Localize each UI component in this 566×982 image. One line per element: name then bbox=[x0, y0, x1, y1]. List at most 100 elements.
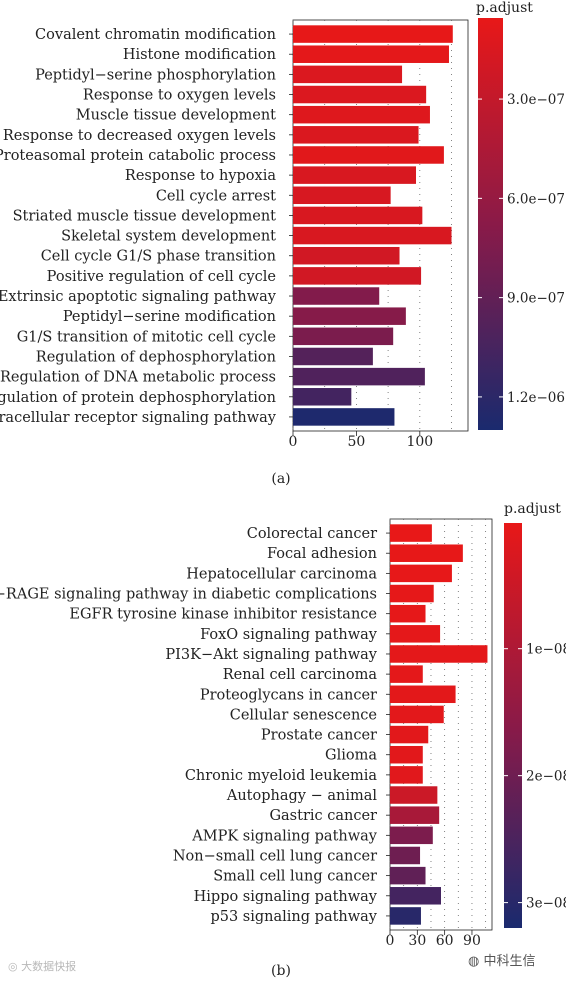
category-label: Regulation of protein dephosphorylation bbox=[0, 390, 276, 406]
x-tick-label: 0 bbox=[386, 933, 395, 949]
bar bbox=[390, 786, 438, 804]
bar bbox=[293, 367, 425, 386]
category-label: p53 signaling pathway bbox=[210, 909, 377, 925]
bar bbox=[293, 65, 403, 84]
bar bbox=[293, 347, 373, 366]
category-label: PI3K−Akt signaling pathway bbox=[165, 647, 377, 663]
category-label: AMPK signaling pathway bbox=[191, 828, 378, 844]
colorbar-tick-label: 2e−08 bbox=[526, 769, 566, 785]
category-label: Intracellular receptor signaling pathway bbox=[0, 410, 277, 426]
category-label: Glioma bbox=[325, 748, 377, 764]
category-label: Focal adhesion bbox=[267, 546, 377, 562]
colorbar-title: p.adjust bbox=[476, 0, 533, 16]
bar bbox=[390, 725, 429, 744]
x-tick-label: 30 bbox=[408, 933, 426, 949]
bar bbox=[293, 307, 406, 325]
category-label: Small cell lung cancer bbox=[213, 869, 377, 885]
watermark-right-text: 中科生信 bbox=[483, 954, 536, 969]
colorbar-tick-label: 9.0e−07 bbox=[507, 291, 565, 307]
bar bbox=[293, 226, 452, 245]
category-label: Renal cell carcinoma bbox=[223, 667, 378, 683]
category-label: Gastric cancer bbox=[269, 808, 377, 824]
bar bbox=[390, 604, 426, 623]
category-label: Response to hypoxia bbox=[125, 168, 276, 184]
category-label: Response to oxygen levels bbox=[83, 88, 276, 104]
watermark-left: ◎ 大数据快报 bbox=[8, 958, 76, 974]
bar bbox=[390, 907, 421, 925]
bar bbox=[390, 806, 440, 824]
x-tick-label: 0 bbox=[289, 434, 298, 450]
bar bbox=[390, 745, 423, 764]
panel-a: Covalent chromatin modification Histone m… bbox=[0, 0, 565, 450]
bar bbox=[293, 246, 400, 265]
category-label: Muscle tissue development bbox=[76, 108, 276, 124]
bar bbox=[293, 45, 449, 63]
category-label: FoxO signaling pathway bbox=[200, 627, 378, 643]
category-label: Response to decreased oxygen levels bbox=[3, 128, 276, 144]
bar bbox=[293, 408, 395, 426]
category-label: Covalent chromatin modification bbox=[35, 27, 276, 43]
bar bbox=[390, 645, 488, 663]
category-label: EGFR tyrosine kinase inhibitor resistanc… bbox=[69, 607, 377, 623]
watermark-right: ◍ 中科生信 bbox=[468, 950, 536, 969]
colorbar-tick-label: 3e−08 bbox=[526, 896, 566, 912]
bar bbox=[390, 685, 456, 704]
bar bbox=[293, 287, 380, 305]
bar bbox=[293, 105, 430, 124]
category-label: G1/S transition of mitotic cell cycle bbox=[17, 329, 276, 345]
x-tick-label: 50 bbox=[347, 434, 365, 450]
panel-label-a: (a) bbox=[271, 471, 290, 487]
bar bbox=[390, 625, 441, 643]
category-label: Extrinsic apoptotic signaling pathway bbox=[0, 289, 277, 305]
bar bbox=[293, 25, 453, 43]
panel-b: Colorectal cancer Focal adhesion Hepatocel… bbox=[0, 501, 566, 949]
category-label: Peptidyl−serine phosphorylation bbox=[35, 67, 276, 83]
x-tick-label: 100 bbox=[406, 434, 433, 450]
category-label: Autophagy − animal bbox=[226, 788, 377, 804]
category-label: Proteoglycans in cancer bbox=[200, 687, 377, 703]
bar bbox=[390, 846, 421, 865]
bar bbox=[390, 564, 452, 583]
colorbar-tick-label: 6.0e−07 bbox=[507, 191, 565, 207]
category-label: Histone modification bbox=[123, 47, 276, 63]
category-label: Striated muscle tissue development bbox=[13, 208, 277, 224]
category-label: Cell cycle arrest bbox=[156, 188, 276, 204]
category-label: Prostate cancer bbox=[261, 728, 377, 744]
bar bbox=[390, 705, 444, 724]
bar bbox=[293, 166, 417, 184]
weibo-icon: ◎ bbox=[8, 960, 22, 973]
category-label: Hippo signaling pathway bbox=[194, 889, 378, 905]
category-label: Regulation of DNA metabolic process bbox=[0, 370, 276, 386]
category-label: Positive regulation of cell cycle bbox=[47, 269, 276, 285]
bar bbox=[390, 665, 423, 683]
category-label: Hepatocellular carcinoma bbox=[186, 566, 377, 582]
category-label: Chronic myeloid leukemia bbox=[185, 768, 378, 784]
x-tick-label: 60 bbox=[436, 933, 454, 949]
bar bbox=[390, 887, 441, 905]
colorbar bbox=[504, 523, 522, 928]
colorbar-tick-label: 1.2e−06 bbox=[507, 390, 565, 406]
category-label: Cellular senescence bbox=[230, 707, 377, 723]
category-label: Skeletal system development bbox=[61, 229, 276, 245]
bar bbox=[293, 186, 391, 205]
bar bbox=[390, 524, 432, 542]
category-label: Proteasomal protein catabolic process bbox=[0, 148, 276, 164]
bar bbox=[390, 866, 426, 885]
bar bbox=[293, 206, 423, 225]
bar bbox=[293, 327, 394, 346]
category-label: AGE−RAGE signaling pathway in diabetic c… bbox=[0, 587, 377, 603]
category-label: Cell cycle G1/S phase transition bbox=[41, 249, 276, 265]
wechat-icon: ◍ bbox=[468, 954, 484, 969]
watermark-left-text: 大数据快报 bbox=[21, 960, 77, 973]
category-label: Colorectal cancer bbox=[247, 526, 377, 542]
bar bbox=[293, 126, 419, 144]
category-label: Peptidyl−serine modification bbox=[63, 309, 276, 325]
bar bbox=[390, 766, 423, 784]
colorbar-tick-label: 1e−08 bbox=[526, 642, 566, 658]
colorbar bbox=[478, 18, 503, 430]
x-tick-label: 90 bbox=[463, 933, 481, 949]
colorbar-title: p.adjust bbox=[504, 501, 561, 517]
panel-label-b: (b) bbox=[271, 963, 291, 979]
colorbar-tick-label: 3.0e−07 bbox=[507, 92, 565, 108]
